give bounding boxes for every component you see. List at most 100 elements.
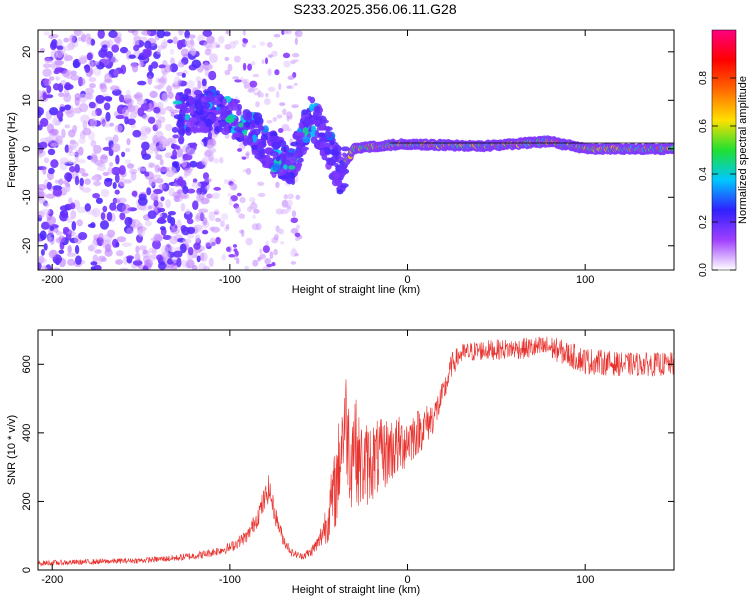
- spectrogram-y-tick-label: -20: [21, 238, 33, 254]
- spectrogram-cell: [232, 244, 238, 248]
- spectrogram-cell: [66, 172, 72, 183]
- spectrogram-cell: [162, 39, 169, 45]
- spectrogram-cell: [234, 79, 242, 83]
- spectrogram-cell: [276, 228, 283, 235]
- spectrogram-cell: [116, 236, 127, 243]
- spectrogram-cell: [287, 75, 295, 80]
- spectrogram-cell: [219, 156, 224, 164]
- spectrogram-cell: [43, 243, 48, 251]
- spectrogram-cell: [193, 242, 201, 250]
- spectrogram-cell: [38, 106, 45, 116]
- spectrogram-cell: [48, 167, 55, 175]
- spectrogram-cell: [38, 184, 47, 191]
- spectrogram-cell: [55, 49, 64, 59]
- spectrogram-cell: [137, 228, 146, 237]
- spectrogram-cell: [272, 116, 277, 122]
- spectrogram-cell: [62, 226, 70, 233]
- spectrogram-cell: [200, 252, 208, 262]
- spectrogram-cell: [188, 97, 196, 105]
- spectrogram-cell: [114, 124, 123, 133]
- spectrogram-cell: [53, 69, 60, 75]
- spectrogram-cell: [193, 224, 203, 232]
- spectrogram-cell: [75, 255, 82, 266]
- spectrogram-y-tick-label: -10: [21, 189, 33, 205]
- spectrogram-cell: [202, 30, 213, 37]
- spectrogram-x-axis-label: Height of straight line (km): [292, 284, 420, 296]
- spectrogram-cell: [330, 155, 339, 163]
- spectrogram-cell: [46, 181, 53, 190]
- spectrogram-cell: [186, 218, 194, 225]
- spectrogram-cell: [64, 104, 71, 111]
- spectrogram-cell: [184, 114, 190, 121]
- spectrogram-cell: [281, 124, 290, 131]
- spectrogram-cell: [317, 132, 326, 138]
- spectrogram-cell: [204, 48, 212, 56]
- spectrogram-cell: [273, 233, 279, 241]
- spectrogram-cell: [161, 92, 169, 103]
- spectrogram-cell: [170, 227, 180, 235]
- spectrogram-cell: [257, 192, 266, 197]
- spectrogram-cell: [124, 179, 132, 184]
- spectrogram-cell: [319, 141, 325, 149]
- spectrogram-cell: [176, 219, 182, 229]
- snr-x-axis-label: Height of straight line (km): [292, 584, 420, 596]
- spectrogram-cell: [107, 166, 113, 175]
- spectrogram-cell: [250, 61, 256, 66]
- spectrogram-cell: [72, 60, 80, 69]
- spectrogram-cell: [218, 35, 225, 44]
- spectrogram-cell: [102, 205, 108, 213]
- spectrogram-cell: [77, 231, 88, 241]
- spectrogram-cell: [40, 197, 46, 204]
- spectrogram-cell: [291, 103, 299, 108]
- spectrogram-cell: [91, 176, 99, 181]
- spectrogram-cell: [191, 59, 202, 69]
- snr-panel: -200 -100 0 100 0 200 400 600 Height of straigh…: [6, 329, 675, 596]
- snr-x-tick-label: -100: [219, 574, 241, 586]
- spectrogram-cell: [201, 157, 208, 166]
- spectrogram-cell: [180, 203, 186, 212]
- spectrogram-cell: [112, 181, 117, 190]
- spectrogram-cell: [172, 149, 178, 159]
- spectrogram-cell: [272, 141, 281, 150]
- spectrogram-cell: [86, 52, 93, 61]
- spectrogram-cell: [110, 143, 121, 153]
- spectrogram-cell: [244, 121, 251, 128]
- spectrogram-cell: [144, 40, 152, 50]
- spectrogram-cell: [153, 106, 161, 114]
- spectrogram-cell: [127, 118, 136, 126]
- spectrogram-cell: [245, 167, 252, 175]
- spectrogram-cell: [109, 122, 114, 127]
- spectrogram-cell: [269, 150, 279, 157]
- spectrogram-cell: [63, 92, 72, 103]
- spectrogram-cell: [269, 251, 274, 260]
- snr-axes: -200 -100 0 100 0 200 400 600: [21, 330, 674, 586]
- spectrogram-cell: [142, 249, 148, 255]
- spectrogram-cell: [165, 243, 172, 251]
- spectrogram-cell: [278, 83, 282, 91]
- spectrogram-cell: [262, 157, 272, 162]
- spectrogram-cell: [150, 237, 160, 242]
- spectrogram-cell: [66, 216, 73, 224]
- colorbar-scale: [711, 29, 737, 271]
- spectrogram-cell: [90, 266, 96, 270]
- spectrogram-cell: [126, 227, 133, 234]
- spectrogram-cell: [275, 90, 280, 99]
- spectrogram-cell: [50, 159, 59, 169]
- spectrogram-cell: [115, 114, 125, 120]
- spectrogram-cell: [64, 144, 70, 153]
- spectrogram-cell: [88, 68, 94, 75]
- spectrogram-cell: [185, 208, 191, 215]
- spectrogram-cell: [186, 80, 195, 89]
- spectrogram-cell: [280, 146, 287, 153]
- spectrogram-cell: [152, 239, 161, 250]
- spectrogram-cell: [202, 172, 210, 180]
- spectrogram-cell: [65, 109, 75, 118]
- spectrogram-cell: [176, 147, 184, 158]
- spectrogram-cell: [147, 75, 153, 85]
- spectrogram-cell: [283, 60, 291, 68]
- colorbar-tick-label: 0.4: [698, 167, 709, 181]
- spectrogram-cell: [172, 83, 182, 88]
- spectrogram-cell: [84, 178, 91, 185]
- spectrogram-cell: [64, 124, 71, 129]
